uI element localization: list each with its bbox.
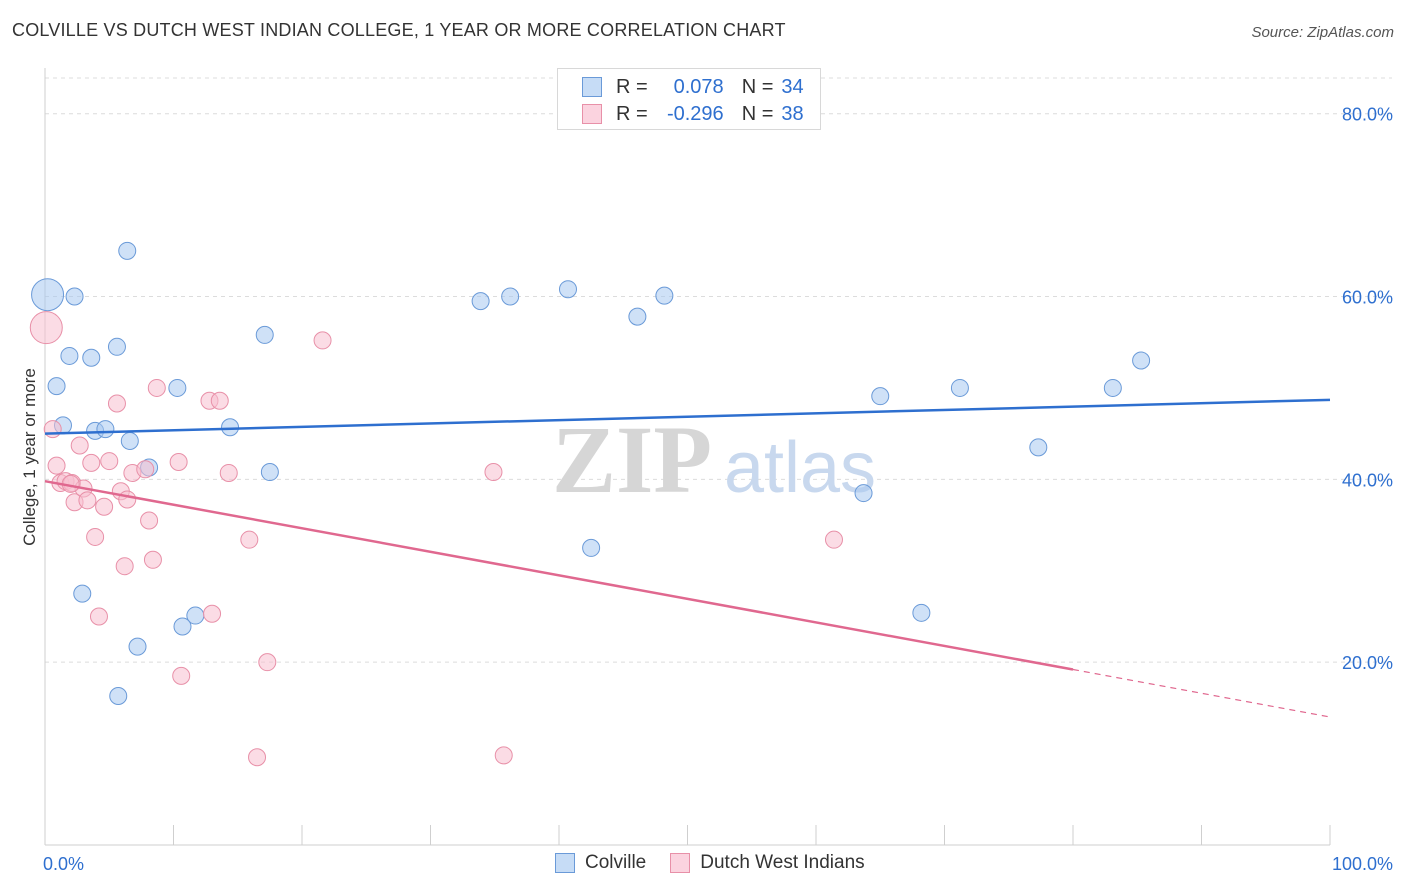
tick-labels: 20.0% 40.0% 60.0% 80.0% 0.0% 100.0% <box>43 105 1393 874</box>
x-tick-label: 0.0% <box>43 854 84 874</box>
colville-point <box>912 603 931 622</box>
legend-r-label: R = <box>616 75 648 98</box>
axes <box>44 68 1331 846</box>
colville-point <box>221 418 240 437</box>
legend-n-label: N = <box>741 102 774 125</box>
colville-point <box>1029 438 1048 457</box>
dutch-west-indians-point <box>147 378 166 397</box>
source-credit: Source: ZipAtlas.com <box>1251 24 1394 41</box>
y-tick-label: 80.0% <box>1342 105 1393 125</box>
colville-point <box>655 286 674 305</box>
colville-trend-line <box>44 398 1331 435</box>
dutch-west-indians-point <box>95 497 114 516</box>
y-tick-label: 20.0% <box>1342 653 1393 673</box>
dutch-west-indians-point <box>210 391 229 410</box>
dutch-west-indians-point <box>86 527 105 546</box>
legend-r-value: -0.296 <box>666 102 724 125</box>
dutch-west-indians-point <box>89 607 108 626</box>
colville-point <box>65 287 84 306</box>
watermark: ZIP atlas <box>552 406 876 513</box>
grid-lines <box>45 77 1392 663</box>
colville-point <box>109 686 128 705</box>
series-swatch-dutch-west-indians <box>670 853 691 873</box>
colville-point <box>107 337 126 356</box>
dutch-west-indians-point <box>824 530 843 549</box>
colville-point <box>82 348 101 367</box>
legend-row-dutch-west-indians: R = -0.296 N = 38 <box>582 101 804 127</box>
dutch-west-indians-point <box>29 311 63 345</box>
colville-point <box>582 538 601 557</box>
dutch-west-indians-point <box>172 666 191 685</box>
dutch-west-indians-point <box>313 331 332 350</box>
dutch-west-indians-point <box>118 490 137 509</box>
watermark-zip: ZIP <box>552 406 712 513</box>
colville-point <box>1103 378 1122 397</box>
colville-point <box>47 377 66 396</box>
colville-point <box>118 241 137 260</box>
dutch-west-indians-point <box>100 452 119 471</box>
series-name-dutch-west-indians: Dutch West Indians <box>700 852 865 873</box>
colville-point <box>950 378 969 397</box>
dutch-west-indians-point <box>43 420 62 439</box>
colville-point <box>120 431 139 450</box>
legend-n-value: 38 <box>781 102 804 125</box>
legend-swatch-colville <box>582 77 602 97</box>
legend-n-label: N = <box>741 75 774 98</box>
trend-lines <box>44 398 1331 718</box>
colville-point <box>173 617 192 636</box>
dutch-west-indians-point <box>136 460 155 479</box>
dutch-west-indians-point <box>203 604 222 623</box>
dutch-west-indians-point <box>140 511 159 530</box>
colville-point <box>854 484 873 503</box>
chart-title: COLVILLE VS DUTCH WEST INDIAN COLLEGE, 1… <box>12 20 786 40</box>
colville-point <box>168 378 187 397</box>
legend-swatch-dutch-west-indians <box>582 104 602 124</box>
dutch-west-indians-point <box>219 463 238 482</box>
dutch-west-indians-point <box>169 452 188 471</box>
stats-legend: R = 0.078 N = 34 R = -0.296 N = 38 <box>557 68 821 130</box>
colville-point <box>260 463 279 482</box>
colville-point <box>31 278 65 312</box>
legend-row-colville: R = 0.078 N = 34 <box>582 74 804 100</box>
dutch-west-indians-trend-extension <box>1072 668 1331 718</box>
colville-point <box>73 584 92 603</box>
dutch-west-indians-point <box>107 394 126 413</box>
colville-point <box>471 292 490 311</box>
colville-point <box>96 420 115 439</box>
series-name-colville: Colville <box>585 852 647 873</box>
dutch-west-indians-point <box>82 453 101 472</box>
colville-point <box>501 287 520 306</box>
series-legend-dutch-west-indians[interactable]: Dutch West Indians <box>670 852 865 874</box>
dutch-west-indians-point <box>484 463 503 482</box>
y-tick-label: 60.0% <box>1342 288 1393 308</box>
colville-point <box>128 637 147 656</box>
dutch-west-indians-point <box>70 436 89 455</box>
colville-point <box>1132 351 1151 370</box>
legend-r-value: 0.078 <box>673 75 724 98</box>
dutch-west-indians-point <box>47 456 66 475</box>
y-axis-label: College, 1 year or more <box>20 368 39 546</box>
y-tick-label: 40.0% <box>1342 470 1393 490</box>
x-tick-label: 100.0% <box>1332 854 1393 874</box>
colville-point <box>628 307 647 326</box>
dutch-west-indians-point <box>258 653 277 672</box>
series-swatch-colville <box>555 853 575 873</box>
dutch-west-indians-point <box>248 748 267 767</box>
legend-n-value: 34 <box>781 75 804 98</box>
legend-r-label: R = <box>616 102 648 125</box>
colville-point <box>558 280 577 299</box>
series-legend: Colville Dutch West Indians <box>555 852 889 874</box>
series-legend-colville[interactable]: Colville <box>555 852 646 874</box>
dutch-west-indians-point <box>78 491 97 510</box>
colville-point <box>60 346 79 365</box>
dutch-west-indians-point <box>240 530 259 549</box>
colville-point <box>255 325 274 344</box>
dutch-west-indians-point <box>115 557 134 576</box>
colville-point <box>871 387 890 406</box>
dutch-west-indians-point <box>143 550 162 569</box>
dutch-west-indians-trend-line <box>44 479 1074 671</box>
dutch-west-indians-point <box>494 746 513 765</box>
watermark-atlas: atlas <box>724 428 876 508</box>
